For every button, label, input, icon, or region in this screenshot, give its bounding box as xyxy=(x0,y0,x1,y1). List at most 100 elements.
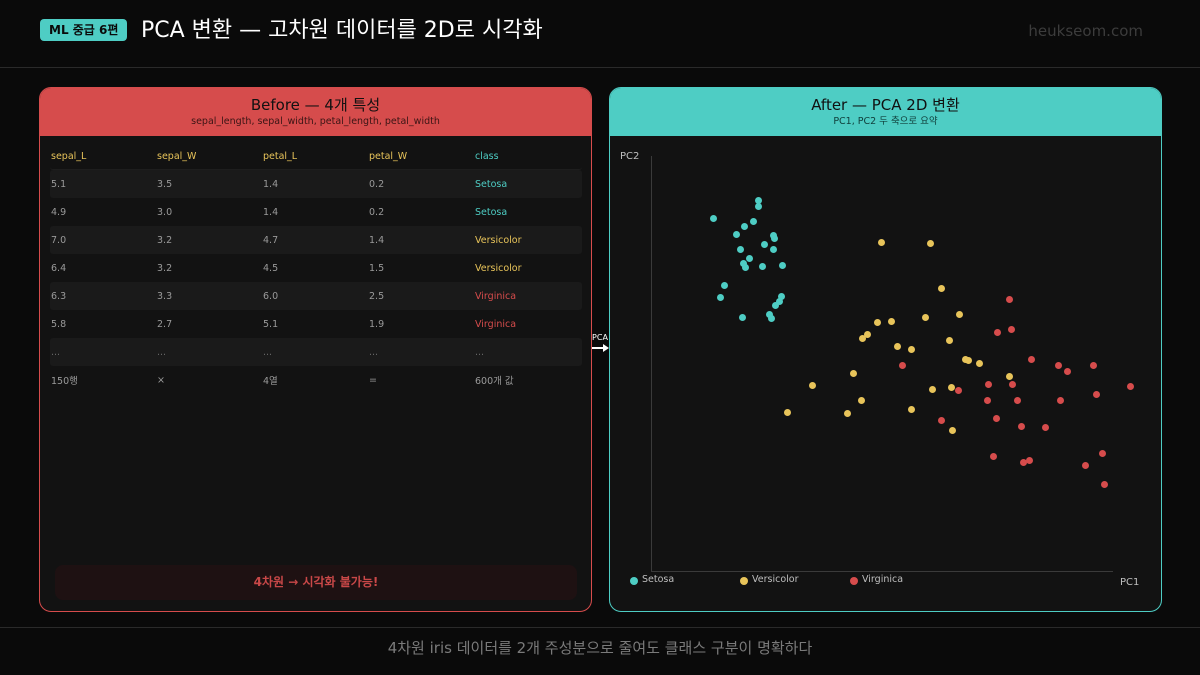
data-point-virginica xyxy=(993,328,1001,336)
data-point-virginica xyxy=(1063,367,1071,375)
iris-table: sepal_L sepal_W petal_L petal_W class 5.… xyxy=(50,144,582,394)
summary-equals: = xyxy=(369,374,377,386)
x-axis xyxy=(651,571,1113,572)
table-cell: 3.3 xyxy=(157,290,173,302)
data-point-setosa xyxy=(777,292,785,300)
table-cell: 4.9 xyxy=(51,206,67,218)
table-cell: 0.2 xyxy=(369,206,385,218)
data-point-versicolor xyxy=(893,342,901,350)
data-point-versicolor xyxy=(937,284,945,292)
data-point-setosa xyxy=(775,297,783,305)
data-point-virginica xyxy=(1017,422,1025,430)
data-point-setosa xyxy=(760,240,768,248)
table-cell: 2.7 xyxy=(157,318,173,330)
data-point-setosa xyxy=(778,261,786,269)
table-cell: Setosa xyxy=(475,178,508,190)
table-cell: 4.7 xyxy=(263,234,279,246)
scatter-plot: PC2 PC1 Setosa Versicolor Virginica xyxy=(610,136,1161,611)
data-point-versicolor xyxy=(783,408,791,416)
data-point-setosa xyxy=(741,263,749,271)
data-point-setosa xyxy=(716,293,724,301)
data-point-setosa xyxy=(754,196,762,204)
data-point-versicolor xyxy=(843,409,851,417)
data-point-versicolor xyxy=(955,310,963,318)
table-cell: ... xyxy=(369,346,379,358)
x-axis-label: PC1 xyxy=(1120,577,1140,588)
data-point-setosa xyxy=(709,214,717,222)
after-panel-title: After — PCA 2D 변환 xyxy=(811,96,960,114)
data-point-versicolor xyxy=(928,385,936,393)
table-row: ............... xyxy=(50,338,582,366)
table-cell: ... xyxy=(157,346,167,358)
data-point-virginica xyxy=(954,386,962,394)
legend-label: Virginica xyxy=(862,574,904,585)
pca-arrow: PCA xyxy=(591,333,609,353)
data-point-setosa xyxy=(769,245,777,253)
data-point-virginica xyxy=(984,380,992,388)
before-panel-header: Before — 4개 특성 sepal_length, sepal_width… xyxy=(40,88,591,136)
table-row: 6.4 3.2 4.5 1.5 Versicolor xyxy=(50,254,582,282)
data-point-versicolor xyxy=(873,318,881,326)
versicolor-dot-icon xyxy=(740,577,748,585)
footer-caption: 4차원 iris 데이터를 2개 주성분으로 줄여도 클래스 구분이 명확하다 xyxy=(0,627,1200,675)
header: ML 중급 6편 PCA 변환 — 고차원 데이터를 2D로 시각화 heuks… xyxy=(0,0,1200,68)
legend-item-versicolor: Versicolor xyxy=(740,574,799,585)
after-panel-subtitle: PC1, PC2 두 축으로 요약 xyxy=(833,116,938,127)
data-point-setosa xyxy=(765,310,773,318)
data-point-virginica xyxy=(937,416,945,424)
data-point-versicolor xyxy=(945,336,953,344)
data-point-setosa xyxy=(754,202,762,210)
table-cell: 3.0 xyxy=(157,206,173,218)
pca-arrow-label: PCA xyxy=(592,333,608,342)
table-cell: 5.8 xyxy=(51,318,67,330)
brand-link[interactable]: heukseom.com xyxy=(1028,22,1143,40)
data-point-virginica xyxy=(1100,480,1108,488)
data-point-setosa xyxy=(749,217,757,225)
table-cell: 4.5 xyxy=(263,262,279,274)
data-point-setosa xyxy=(767,314,775,322)
table-row: 4.9 3.0 1.4 0.2 Setosa xyxy=(50,198,582,226)
summary-total: 600개 값 xyxy=(475,376,514,387)
table-header-row: sepal_L sepal_W petal_L petal_W class xyxy=(50,144,582,170)
data-point-versicolor xyxy=(921,313,929,321)
summary-times: × xyxy=(157,374,165,386)
table-cell: 1.4 xyxy=(369,234,385,246)
table-row: 7.0 3.2 4.7 1.4 Versicolor xyxy=(50,226,582,254)
data-point-versicolor xyxy=(907,405,915,413)
summary-rows: 150행 xyxy=(51,376,78,387)
data-point-versicolor xyxy=(907,345,915,353)
table-cell: 7.0 xyxy=(51,234,67,246)
data-point-versicolor xyxy=(964,356,972,364)
column-header: sepal_W xyxy=(157,151,197,162)
table-summary-row: 150행 × 4열 = 600개 값 xyxy=(50,366,582,394)
data-point-virginica xyxy=(898,361,906,369)
page-title: PCA 변환 — 고차원 데이터를 2D로 시각화 xyxy=(141,18,543,43)
table-cell: Versicolor xyxy=(475,262,522,274)
data-point-virginica xyxy=(1092,390,1100,398)
data-point-versicolor xyxy=(808,381,816,389)
data-point-setosa xyxy=(739,259,747,267)
data-point-versicolor xyxy=(1005,372,1013,380)
y-axis xyxy=(651,156,652,571)
before-panel-subtitle: sepal_length, sepal_width, petal_length,… xyxy=(191,116,440,127)
data-point-virginica xyxy=(1027,355,1035,363)
summary-cols: 4열 xyxy=(263,376,278,387)
data-point-versicolor xyxy=(849,369,857,377)
table-cell: 3.2 xyxy=(157,234,173,246)
table-cell: 3.5 xyxy=(157,178,173,190)
data-point-setosa xyxy=(740,222,748,230)
y-axis-label: PC2 xyxy=(620,151,640,162)
data-point-versicolor xyxy=(863,330,871,338)
table-cell: 6.4 xyxy=(51,262,67,274)
data-point-virginica xyxy=(1054,361,1062,369)
table-cell: 6.0 xyxy=(263,290,279,302)
table-cell: 3.2 xyxy=(157,262,173,274)
setosa-dot-icon xyxy=(630,577,638,585)
legend-item-setosa: Setosa xyxy=(630,574,674,585)
after-panel: After — PCA 2D 변환 PC1, PC2 두 축으로 요약 PC2 … xyxy=(609,87,1162,612)
data-point-virginica xyxy=(1025,456,1033,464)
data-point-setosa xyxy=(732,230,740,238)
data-point-versicolor xyxy=(858,334,866,342)
column-header: petal_L xyxy=(263,151,298,162)
column-header: class xyxy=(475,151,499,162)
